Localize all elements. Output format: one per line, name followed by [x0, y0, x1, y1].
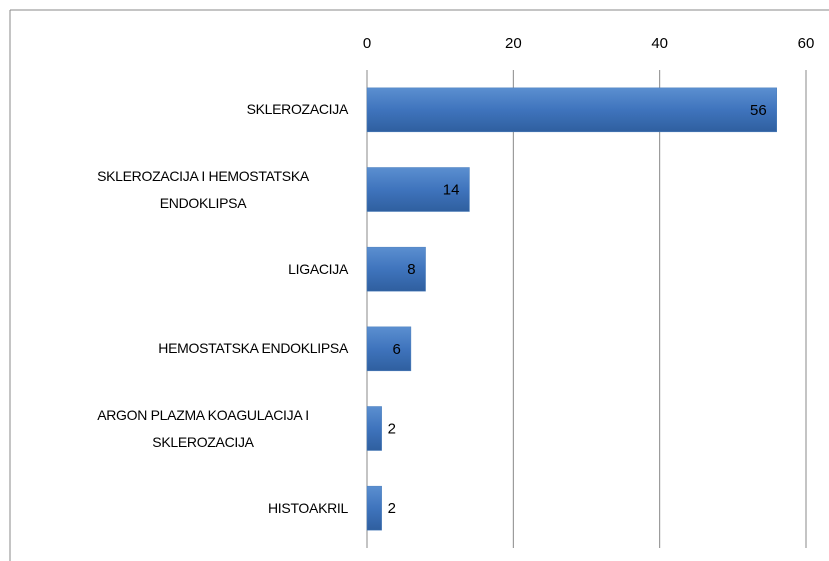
x-tick-label: 0 [363, 35, 371, 52]
bar [366, 326, 412, 372]
bar [366, 167, 470, 212]
x-tick-label: 40 [651, 35, 668, 52]
bar [366, 406, 382, 451]
bar [366, 246, 426, 292]
data-label: 2 [388, 500, 396, 517]
y-tick-label: ARGON PLAZMA KOAGULACIJA I SKLEROZACIJA [97, 406, 309, 450]
data-label: 14 [443, 181, 460, 198]
data-label: 6 [393, 341, 401, 358]
category-label-box: SKLEROZACIJA I HEMOSTATSKA ENDOKLIPSA [58, 160, 348, 220]
category-label-box: LIGACIJA [58, 239, 348, 299]
y-tick-label: LIGACIJA [288, 260, 348, 277]
category-label-box: HEMOSTATSKA ENDOKLIPSA [58, 319, 348, 379]
category-label-box: SKLEROZACIJA [58, 80, 349, 140]
bar [366, 87, 777, 133]
y-tick-label: HEMOSTATSKA ENDOKLIPSA [158, 340, 348, 357]
category-label-box: ARGON PLAZMA KOAGULACIJA I SKLEROZACIJA [58, 399, 348, 459]
data-label: 8 [407, 261, 415, 278]
x-tick-label: 20 [505, 35, 522, 52]
y-tick-label: HISTOAKRIL [268, 499, 348, 516]
data-label: 56 [750, 102, 767, 119]
data-label: 2 [388, 420, 396, 437]
y-tick-label: SKLEROZACIJA I HEMOSTATSKA ENDOKLIPSA [97, 167, 309, 211]
x-tick-label: 60 [798, 35, 815, 52]
category-label-box: HISTOAKRIL [58, 478, 348, 538]
y-tick-label: SKLEROZACIJA [246, 101, 349, 118]
bar [366, 485, 382, 531]
